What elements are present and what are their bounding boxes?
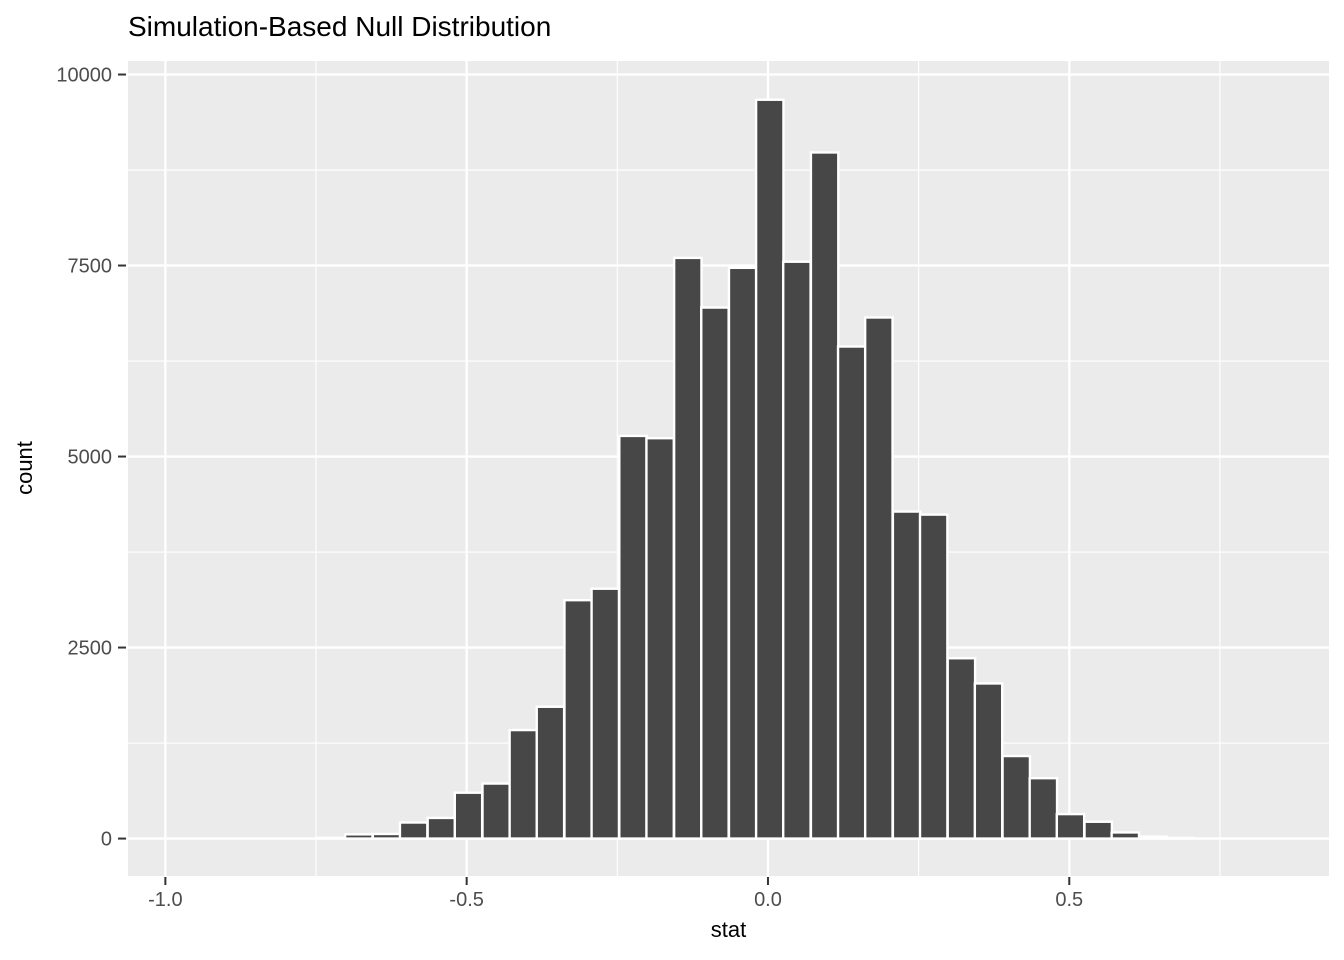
histogram-bar <box>1055 812 1086 840</box>
histogram-bar <box>1083 820 1114 840</box>
histogram-bar <box>481 782 512 840</box>
histogram-bar <box>754 98 785 840</box>
y-tick-label: 10000 <box>56 65 112 87</box>
histogram-bar <box>1165 836 1196 840</box>
histogram-bar <box>535 705 566 840</box>
histogram-bar <box>809 151 840 840</box>
histogram-bar <box>672 256 703 840</box>
histogram-bar <box>426 816 457 840</box>
histogram-bar <box>645 437 675 840</box>
histogram-bar <box>863 316 894 840</box>
histogram-bar <box>727 266 758 840</box>
x-tick-label: 0.0 <box>754 889 782 911</box>
histogram-bar <box>508 728 539 840</box>
histogram-bar <box>1138 835 1168 840</box>
y-tick-label: 5000 <box>68 447 113 469</box>
x-tick-label: 0.5 <box>1055 889 1083 911</box>
histogram-bar <box>1110 831 1141 840</box>
histogram-bar <box>700 306 730 840</box>
histogram-bar <box>398 821 429 840</box>
histogram-bar <box>973 682 1004 840</box>
histogram-bar <box>453 791 484 840</box>
histogram-bar <box>1028 777 1059 840</box>
histogram-bar <box>316 836 347 840</box>
histogram-bar <box>590 587 621 840</box>
x-tick-label: -1.0 <box>148 889 182 911</box>
histogram-bar <box>918 513 949 840</box>
histogram-bar <box>946 657 977 840</box>
histogram-bar <box>782 260 812 840</box>
histogram-bar <box>836 345 867 840</box>
histogram-bar <box>1001 754 1032 840</box>
histogram-bar <box>343 833 374 840</box>
histogram-bar <box>891 510 922 840</box>
y-tick-label: 0 <box>101 829 112 851</box>
y-tick-label: 7500 <box>68 256 113 278</box>
x-axis-title: stat <box>710 917 747 942</box>
x-tick-label: -0.5 <box>449 889 483 911</box>
y-tick-label: 2500 <box>68 638 113 660</box>
chart-title: Simulation-Based Null Distribution <box>128 11 552 42</box>
histogram-bar <box>563 598 594 840</box>
histogram-bar <box>618 434 648 840</box>
histogram-bar <box>371 832 402 840</box>
